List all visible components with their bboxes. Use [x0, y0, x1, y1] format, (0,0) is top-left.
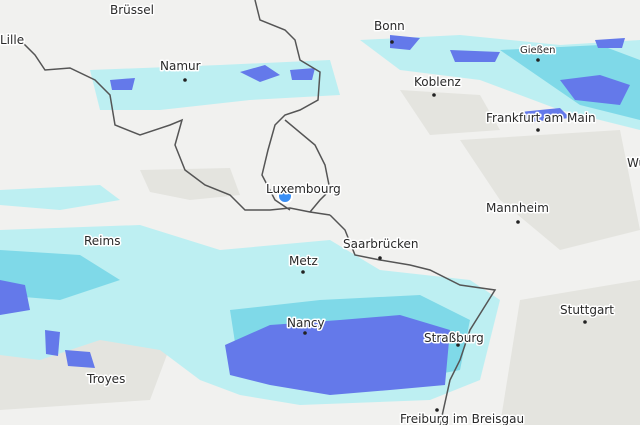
- city-dot: [183, 78, 187, 82]
- city-dot: [435, 408, 439, 412]
- city-dot: [301, 270, 305, 274]
- city-label: Gießen: [520, 45, 555, 56]
- city-label: Mannheim: [486, 201, 549, 215]
- city-label: Lille: [0, 33, 24, 47]
- city-label: Nancy: [287, 316, 325, 330]
- city-label: Saarbrücken: [343, 237, 419, 251]
- city-label: Freiburg im Breisgau: [400, 412, 524, 425]
- city-label: Luxembourg: [266, 182, 341, 196]
- city-dot: [456, 343, 460, 347]
- city-dot: [303, 331, 307, 335]
- city-label: Bonn: [374, 19, 405, 33]
- borders: [19, 0, 497, 425]
- city-label: Troyes: [86, 372, 125, 386]
- city-label: Reims: [84, 234, 120, 248]
- city-label: Straßburg: [424, 331, 484, 345]
- city-label: Stuttgart: [560, 303, 614, 317]
- city-label: Frankfurt am Main: [486, 111, 596, 125]
- city-dot: [390, 40, 394, 44]
- city-dot: [536, 128, 540, 132]
- city-dot: [536, 58, 540, 62]
- city-dot: [378, 256, 382, 260]
- city-label: Brüssel: [110, 3, 154, 17]
- city-dot: [432, 93, 436, 97]
- city-label: Koblenz: [414, 75, 461, 89]
- city-label: Metz: [289, 254, 318, 268]
- city-label: Wü: [627, 156, 640, 170]
- city-label: Namur: [160, 59, 201, 73]
- precipitation-heavy: [0, 35, 630, 395]
- city-dot: [516, 220, 520, 224]
- location-marker: [277, 188, 293, 204]
- city-dot: [583, 320, 587, 324]
